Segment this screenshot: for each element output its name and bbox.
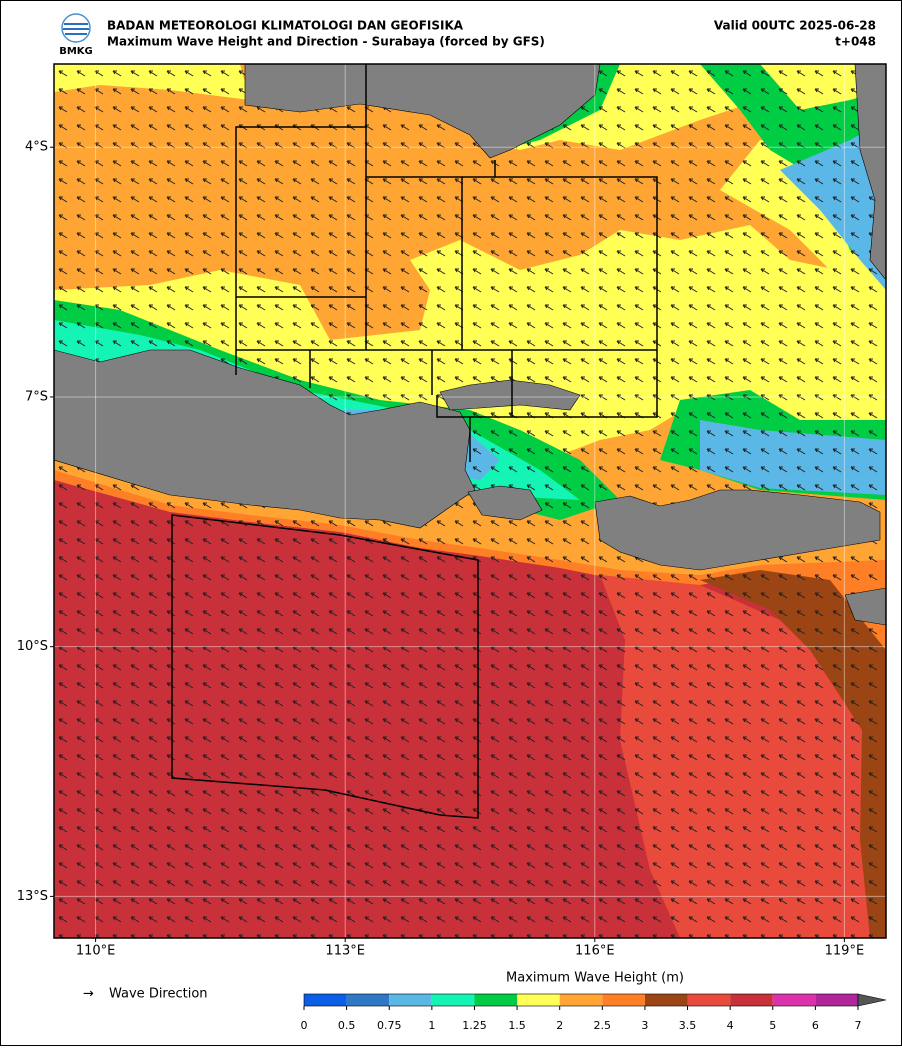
logo-text: BMKG (59, 46, 93, 57)
axis-ticks: 110°E 113°E 116°E 119°E 4°S 7°S 10°S 13°S (17, 140, 864, 959)
colorbar-segment (431, 994, 475, 1006)
land-bali (467, 485, 543, 521)
colorbar-segment (517, 994, 560, 1006)
colorbar-segment (815, 994, 858, 1006)
land-madura (439, 379, 581, 411)
colorbar-tick-label: 1 (428, 1019, 435, 1032)
colorbar-tick-label: 1.25 (462, 1019, 487, 1032)
lead-time: t+048 (835, 35, 876, 49)
colorbar-tick-label: 4 (727, 1019, 734, 1032)
legend-label: Wave Direction (109, 987, 208, 1002)
colorbar-segment (474, 994, 518, 1006)
y-tick-label: 7°S (25, 389, 48, 404)
x-tick-label: 116°E (575, 944, 615, 959)
valid-time: Valid 00UTC 2025-06-28 (714, 19, 876, 33)
grid (54, 64, 886, 938)
colorbar-segment (772, 994, 816, 1006)
colorbar-segment (730, 994, 773, 1006)
colorbar-segment (559, 994, 603, 1006)
colorbar-segment (389, 994, 432, 1006)
y-tick-label: 4°S (25, 140, 48, 155)
colorbar-tick-label: 6 (812, 1019, 819, 1032)
x-tick-label: 119°E (825, 944, 865, 959)
colorbar-tick-label: 3.5 (679, 1019, 697, 1032)
zone-boundaries (235, 64, 658, 462)
title: Maximum Wave Height and Direction - Sura… (107, 35, 545, 49)
zone-boundaries (171, 514, 479, 819)
legend-arrow: → (83, 987, 94, 1002)
agency: BADAN METEOROLOGI KLIMATOLOGI DAN GEOFIS… (107, 19, 464, 33)
y-tick-label: 10°S (17, 639, 48, 654)
x-tick-label: 113°E (325, 944, 365, 959)
x-tick-label: 110°E (76, 944, 116, 959)
colorbar-segment (687, 994, 731, 1006)
colorbar-title: Maximum Wave Height (m) (506, 971, 684, 986)
plot-border (53, 63, 887, 939)
colorbar-extend (857, 993, 887, 1007)
colorbar-tick-label: 5 (769, 1019, 776, 1032)
land-borneo (244, 64, 601, 159)
colorbar-segment (346, 994, 390, 1006)
colorbar-segment (304, 994, 347, 1006)
colorbar-tick-label: 3 (641, 1019, 648, 1032)
colorbar-tick-label: 2.5 (594, 1019, 612, 1032)
colorbar-segment (602, 994, 645, 1006)
y-tick-label: 13°S (17, 889, 48, 904)
colorbar-tick-label: 7 (855, 1019, 862, 1032)
colorbar-tick-label: 0 (301, 1019, 308, 1032)
colorbar-tick-label: 1.5 (508, 1019, 526, 1032)
colorbar-tick-label: 2 (556, 1019, 563, 1032)
colorbar-segment (644, 994, 688, 1006)
logo: BMKG (59, 13, 93, 57)
land-sumba (844, 587, 886, 626)
colorbar-tick-label: 0.5 (338, 1019, 356, 1032)
land-nusa-tenggara (594, 489, 881, 571)
colorbar-tick-label: 0.75 (377, 1019, 402, 1032)
map (54, 64, 886, 938)
colorbar: 0 0.5 0.75 1 1.25 1.5 2 2.5 3 3.5 4 5 6 7 (301, 993, 862, 1032)
land-sulawesi (854, 64, 886, 281)
